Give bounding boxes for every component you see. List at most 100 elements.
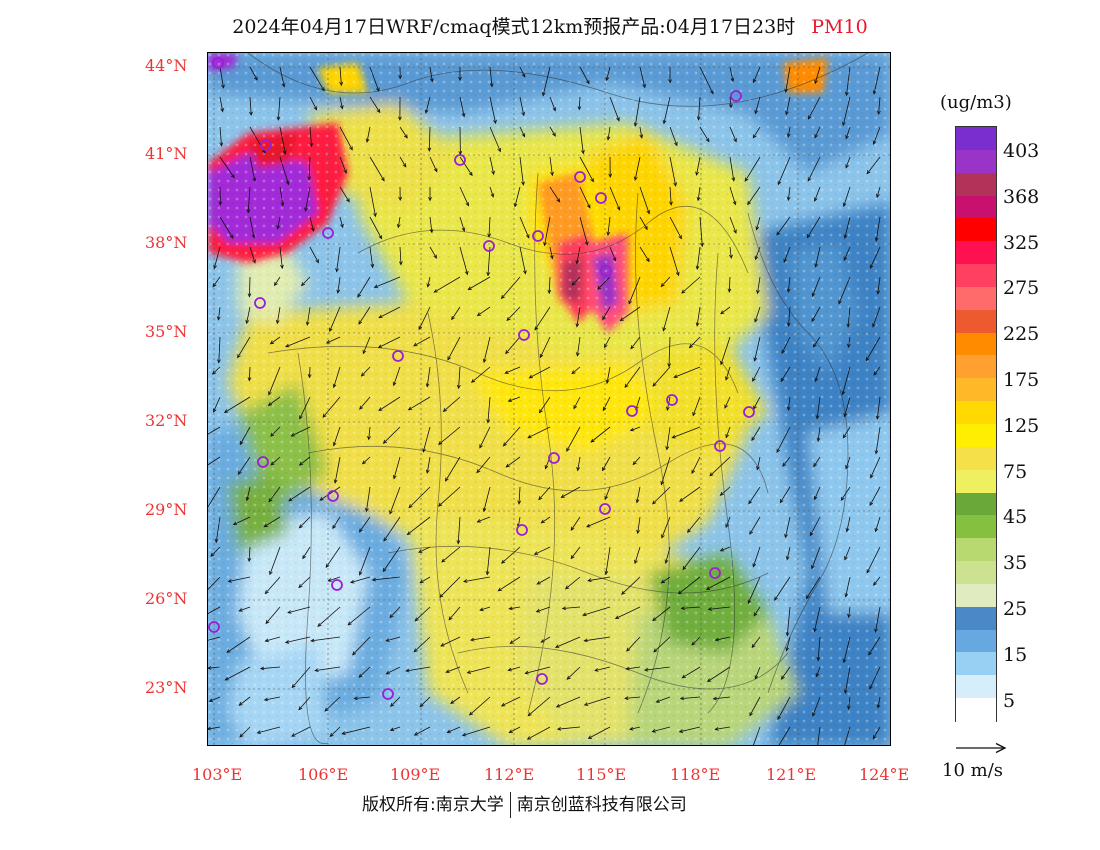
wind-arrow [597, 276, 611, 290]
wind-arrow-head [680, 606, 685, 611]
wind-arrow-head [844, 91, 849, 97]
wind-arrow-head [447, 356, 451, 361]
wind-arrow [445, 456, 461, 482]
forecast-map[interactable] [207, 52, 891, 746]
wind-arrow [720, 336, 731, 365]
colorbar-segment [956, 218, 996, 242]
wind-arrow [679, 726, 701, 733]
wind-arrow [778, 726, 791, 745]
wind-arrow [869, 486, 881, 506]
wind-arrow-head [813, 627, 817, 633]
wind-arrow-head [748, 500, 753, 505]
wind-arrow-head [873, 371, 878, 376]
wind-arrow [666, 426, 671, 450]
wind-arrow-head [217, 359, 221, 364]
wind-arrow [814, 126, 821, 138]
wind-arrow [774, 576, 791, 601]
wind-arrow [418, 546, 431, 553]
wind-arrow-head [227, 579, 232, 583]
wind-arrow-head [806, 594, 810, 600]
wind-arrow-head [556, 726, 562, 731]
wind-arrow-head [426, 283, 431, 288]
wind-arrow-head [594, 668, 599, 672]
wind-arrow-head [433, 254, 437, 259]
wind-arrow-head [714, 637, 719, 642]
wind-arrow-head [307, 176, 312, 181]
wind-arrow-head [245, 319, 250, 325]
wind-arrow [358, 666, 371, 678]
wind-arrow-head [652, 617, 657, 622]
wind-arrow-head [751, 744, 753, 745]
wind-arrow-head [252, 259, 256, 264]
wind-arrow [277, 96, 281, 121]
wind-arrow-head [317, 622, 322, 627]
copyright-left: 版权所有:南京大学 [362, 795, 504, 815]
wind-arrow-head [325, 340, 331, 344]
wind-arrow [541, 516, 551, 524]
wind-arrow [777, 696, 791, 720]
colorbar-segment [956, 583, 996, 608]
wind-arrow-head [696, 196, 701, 202]
wind-arrow-head [320, 87, 325, 92]
wind-arrow-head [269, 570, 273, 576]
wind-arrow [609, 96, 620, 121]
wind-arrow-head [300, 282, 306, 287]
wind-arrow-head [651, 729, 656, 733]
wind-arrow [781, 666, 791, 680]
wind-arrow [429, 246, 437, 259]
wind-arrow [425, 96, 431, 114]
wind-arrow [615, 606, 641, 619]
wind-arrow-head [814, 495, 818, 501]
wind-arrow [399, 156, 407, 168]
wind-arrow-head [604, 343, 608, 349]
wind-arrow [419, 576, 431, 584]
wind-arrow-head [753, 612, 758, 617]
wind-arrow [576, 246, 581, 264]
wind-reference-label: 10 m/s [942, 760, 1003, 781]
wind-arrow-head [782, 462, 787, 467]
wind-arrow [669, 186, 672, 205]
wind-arrow-head [751, 643, 756, 649]
wind-arrow [413, 636, 431, 653]
wind-arrow [865, 336, 881, 361]
wind-arrow [359, 396, 371, 410]
wind-arrow [811, 306, 821, 322]
wind-arrow-head [843, 256, 848, 261]
wind-arrow [418, 306, 431, 330]
wind-arrow [483, 486, 491, 512]
wind-arrow [505, 456, 521, 468]
wind-arrow [265, 636, 281, 642]
wind-arrow [682, 666, 701, 679]
wind-arrow [845, 456, 851, 469]
wind-arrow-head [639, 134, 644, 139]
wind-arrow [806, 576, 821, 599]
wind-arrow-head [576, 466, 581, 472]
wind-arrow [602, 396, 611, 411]
wind-arrow [386, 636, 401, 642]
wind-arrow-head [843, 234, 848, 240]
wind-arrow-head [523, 270, 527, 275]
wind-arrow-head [461, 227, 466, 232]
wind-arrow-head [549, 254, 554, 260]
wind-arrow [366, 486, 371, 512]
wind-arrow-head [753, 357, 758, 362]
wind-arrow-head [842, 121, 846, 127]
wind-arrow [459, 186, 469, 206]
wind-arrow-head [628, 300, 632, 305]
wind-arrow-head [587, 735, 593, 739]
wind-arrow [609, 246, 616, 261]
wind-arrow [329, 306, 341, 332]
wind-arrow [698, 96, 701, 120]
wind-arrow-head [414, 617, 419, 622]
wind-arrow [539, 396, 551, 413]
wind-arrow [382, 546, 401, 572]
wind-arrow-head [728, 103, 733, 109]
wind-arrow [729, 246, 732, 259]
wind-arrow [503, 426, 521, 447]
wind-arrow-head [392, 475, 397, 480]
wind-arrow [843, 186, 851, 207]
wind-arrow-head [413, 342, 418, 347]
wind-arrow-head [305, 321, 310, 326]
wind-arrow [287, 606, 311, 614]
wind-arrow [350, 576, 371, 583]
